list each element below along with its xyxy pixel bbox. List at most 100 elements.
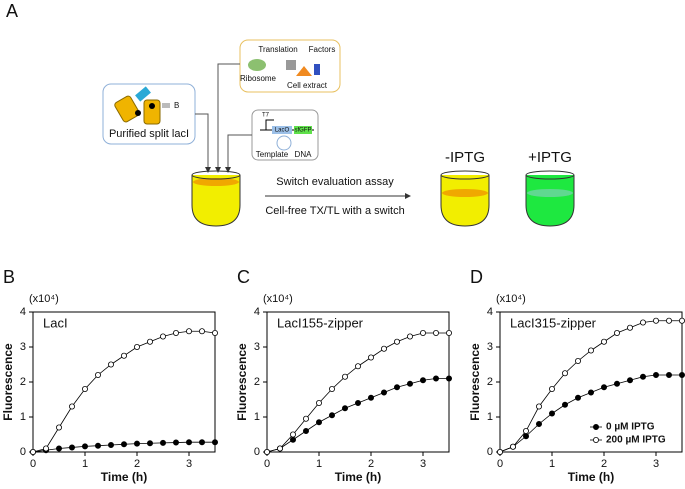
data-point: [211, 329, 218, 336]
tube-rim: [440, 170, 490, 180]
extract-icon: [296, 66, 312, 76]
data-point: [198, 328, 205, 335]
x-axis-label: Time (h): [568, 470, 614, 484]
data-point: [133, 343, 140, 350]
data-point: [601, 384, 608, 391]
data-point: [315, 399, 322, 406]
y-tick-label: 1: [20, 411, 26, 423]
data-point: [627, 324, 634, 331]
data-point: [536, 420, 543, 427]
promoter-arrow: [265, 119, 274, 130]
data-point: [56, 424, 63, 431]
data-point: [276, 445, 283, 452]
protein-shape: [143, 99, 161, 125]
data-point: [289, 431, 296, 438]
data-point: [653, 317, 660, 324]
legend-label: 0 µM IPTG: [606, 422, 655, 433]
data-point: [354, 399, 361, 406]
y-tick-label: 2: [487, 376, 493, 388]
plasmid: [276, 135, 292, 151]
data-point: [601, 338, 608, 345]
data-point: [614, 329, 621, 336]
data-point: [509, 443, 516, 450]
data-point: [562, 401, 569, 408]
tube-label: +IPTG: [528, 149, 572, 166]
data-point: [640, 373, 647, 380]
data-point: [640, 319, 647, 326]
data-point: [302, 415, 309, 422]
x-tick-label: 1: [82, 458, 88, 470]
data-point: [666, 371, 673, 378]
x-tick-label: 1: [316, 458, 322, 470]
data-point: [549, 385, 556, 392]
factors-title: Translation: [258, 45, 297, 54]
data-point: [159, 333, 166, 340]
y-tick-label: 2: [20, 376, 26, 388]
data-point: [315, 419, 322, 426]
y-tick-label: 4: [254, 306, 260, 318]
ribosome-icon: [248, 59, 266, 71]
data-point: [172, 329, 179, 336]
operator-label: LacO: [275, 128, 290, 134]
y-axis-label: Fluorescence: [1, 343, 15, 421]
data-point: [146, 440, 153, 447]
data-point: [367, 394, 374, 401]
protein-caption: Purified split lacI: [109, 128, 189, 140]
protein-tag-label: B: [174, 101, 179, 110]
data-point: [496, 448, 503, 455]
x-tick-label: 3: [653, 458, 659, 470]
legend-label: 200 µM IPTG: [606, 435, 666, 446]
y-tick-label: 2: [254, 376, 260, 388]
data-point: [328, 385, 335, 392]
data-point: [419, 377, 426, 384]
data-point: [549, 410, 556, 417]
tube-label: -IPTG: [445, 149, 485, 166]
data-point: [653, 371, 660, 378]
data-point: [108, 361, 115, 368]
data-point: [95, 442, 102, 449]
x-tick-label: 1: [549, 458, 555, 470]
tube: [525, 175, 575, 227]
x-axis-label: Time (h): [335, 470, 381, 484]
data-point: [121, 441, 128, 448]
factors-title: Factors: [309, 45, 336, 54]
y-tick-label: 1: [487, 411, 493, 423]
panel-letter: C: [237, 267, 250, 287]
panel-a: A B Purified split lacI Translation Fact…: [6, 1, 575, 227]
data-point: [393, 338, 400, 345]
protein-dot: [149, 103, 155, 109]
ribosome-label: Ribosome: [240, 74, 277, 83]
y-tick-label: 4: [20, 306, 26, 318]
data-point: [679, 372, 685, 378]
data-point: [445, 375, 452, 382]
tube-top: [193, 178, 239, 186]
data-point: [341, 405, 348, 412]
extract-label: Cell extract: [287, 81, 328, 90]
data-point: [432, 329, 439, 336]
data-point: [588, 389, 595, 396]
y-tick-label: 1: [254, 411, 260, 423]
data-point: [108, 441, 115, 448]
series-line: [32, 330, 216, 453]
operator-box: [272, 126, 292, 134]
data-point: [29, 448, 36, 455]
data-point: [95, 371, 102, 378]
data-point: [419, 329, 426, 336]
tube-rim: [525, 170, 575, 180]
data-point: [588, 347, 595, 354]
arrow-label: Switch evaluation assay: [276, 176, 394, 188]
data-point: [185, 328, 192, 335]
data-point: [43, 445, 50, 452]
protein-dot: [135, 110, 141, 116]
x-tick-label: 0: [497, 458, 503, 470]
data-point: [432, 375, 439, 382]
data-point: [82, 443, 89, 450]
y-tick-label: 3: [487, 341, 493, 353]
y-axis-label: Fluorescence: [468, 343, 482, 421]
chart-label: LacI155-zipper: [277, 315, 364, 330]
data-point: [575, 394, 582, 401]
data-point: [406, 380, 413, 387]
x-axis-label: Time (h): [101, 470, 147, 484]
gene-box: [294, 126, 312, 134]
